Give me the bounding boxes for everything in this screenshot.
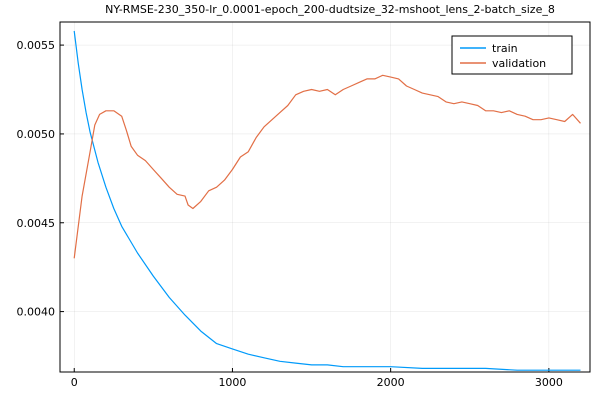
y-axis: 0.0040 0.0045 0.0050 0.0055 [17, 39, 64, 319]
x-tick-label: 2000 [377, 376, 405, 389]
plot-frame [59, 21, 591, 373]
y-tick-label: 0.0040 [17, 306, 56, 319]
series-lines [73, 30, 581, 371]
y-tick-label: 0.0050 [17, 128, 56, 141]
legend-label-train: train [492, 42, 518, 55]
grid [60, 22, 590, 372]
y-tick-label: 0.0055 [17, 39, 56, 52]
legend: train validation [451, 35, 573, 75]
legend-box [451, 35, 573, 75]
x-tick-label: 0 [71, 376, 78, 389]
chart-title: NY-RMSE-230_350-lr_0.0001-epoch_200-dudt… [105, 3, 555, 16]
y-tick-label: 0.0045 [17, 217, 56, 230]
series-line-train [73, 30, 581, 371]
x-axis: 0 1000 2000 3000 [71, 368, 563, 389]
series-line-validation [73, 74, 581, 259]
x-tick-label: 1000 [218, 376, 246, 389]
x-tick-label: 3000 [535, 376, 563, 389]
legend-label-validation: validation [492, 57, 546, 70]
